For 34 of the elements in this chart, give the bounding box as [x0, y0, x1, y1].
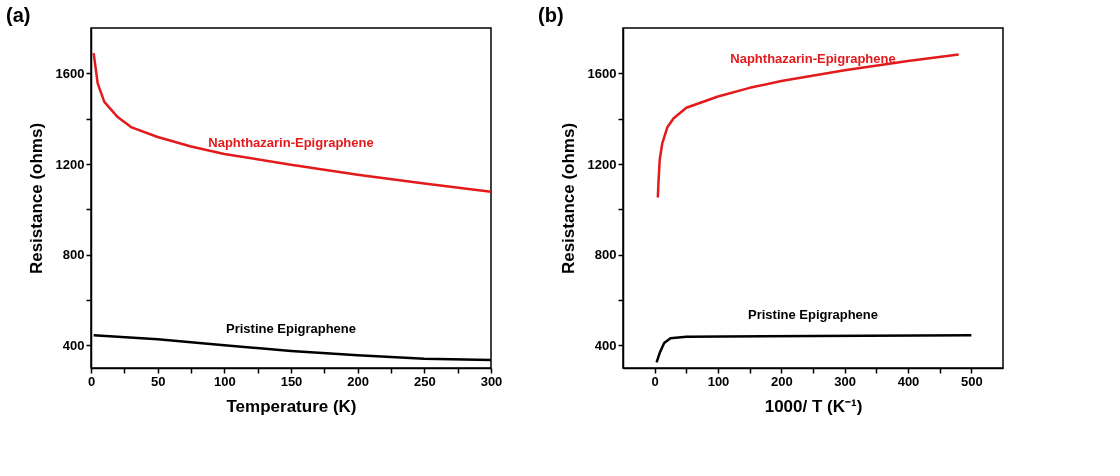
x-axis-title: 1000/ T (K⁻¹) [764, 396, 863, 416]
line-series [655, 333, 973, 364]
y-tick-label: 400 [594, 337, 617, 353]
y-tick-label: 1600 [55, 65, 85, 81]
x-tick-label: 0 [87, 373, 96, 389]
line-series [92, 51, 491, 194]
line-series [656, 53, 960, 199]
y-tick-label: 1200 [587, 156, 617, 172]
x-tick-label: 400 [897, 373, 920, 389]
x-tick-label: 0 [651, 373, 659, 389]
x-tick-label: 100 [213, 373, 236, 389]
x-tick-label: 200 [770, 373, 793, 389]
series-label: Naphthazarin-Epigraphene [208, 134, 374, 150]
y-axis-title: Resistance (ohms) [558, 122, 578, 275]
series-label: Pristine Epigraphene [225, 321, 357, 336]
x-tick-label: 100 [707, 373, 730, 389]
x-tick-label: 200 [347, 373, 370, 389]
y-tick-label: 800 [62, 247, 85, 263]
y-tick-label: 400 [62, 337, 85, 353]
chart-title: (a) [6, 4, 31, 26]
series-label: Naphthazarin-Epigraphene [730, 51, 896, 67]
x-tick-label: 500 [960, 373, 983, 389]
y-axis-title: Resistance (ohms) [26, 122, 46, 275]
series-label: Pristine Epigraphene [747, 306, 879, 322]
x-tick-label: 50 [150, 373, 166, 389]
chart-title: (b) [538, 4, 564, 26]
x-tick-label: 300 [480, 373, 503, 389]
x-tick-label: 300 [834, 373, 857, 389]
y-tick-label: 1200 [55, 156, 85, 172]
x-tick-label: 150 [280, 373, 303, 389]
y-tick-label: 800 [594, 247, 617, 263]
x-axis-title: Temperature (K) [226, 396, 357, 416]
y-tick-label: 1600 [587, 65, 617, 81]
x-tick-label: 250 [413, 373, 436, 389]
